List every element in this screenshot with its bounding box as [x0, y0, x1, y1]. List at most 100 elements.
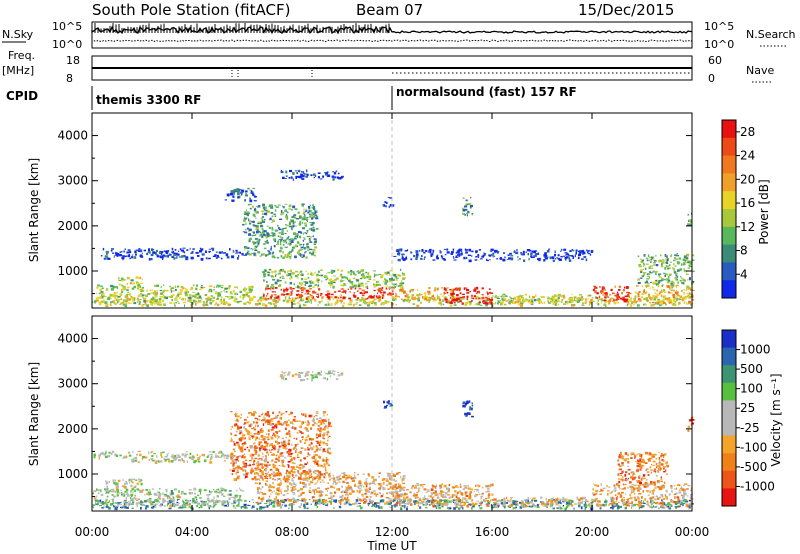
power-cell	[460, 253, 463, 256]
power-cell	[392, 273, 394, 276]
power-cell	[672, 299, 676, 302]
power-cell	[266, 253, 269, 256]
power-cell	[432, 300, 436, 302]
power-cell	[462, 197, 465, 199]
power-cell	[680, 275, 682, 278]
power-cell	[382, 294, 384, 296]
power-cell	[118, 283, 121, 286]
velocity-cell	[159, 488, 161, 490]
power-cell	[152, 297, 155, 300]
velocity-cell	[546, 503, 550, 505]
velocity-cell	[213, 489, 215, 491]
power-cell	[427, 250, 429, 253]
velocity-cell	[419, 506, 421, 509]
power-cell	[376, 296, 378, 299]
power-cell	[669, 273, 672, 276]
velocity-cell	[298, 499, 302, 502]
power-cell	[676, 284, 679, 286]
velocity-cell	[363, 497, 367, 501]
velocity-cell	[536, 506, 540, 508]
power-cell	[391, 278, 395, 281]
power-cell	[113, 299, 115, 302]
velocity-cell	[642, 502, 646, 504]
power-cell	[189, 300, 191, 303]
power-cell	[550, 300, 552, 303]
power-cell	[686, 302, 688, 305]
velocity-cell	[196, 458, 200, 461]
power-cell	[178, 256, 182, 258]
power-cell	[412, 298, 416, 301]
power-cell	[195, 297, 198, 299]
power-cell	[682, 258, 686, 262]
power-cell	[352, 277, 356, 279]
power-cell	[671, 302, 673, 305]
velocity-cell	[462, 497, 466, 499]
velocity-cell	[397, 472, 401, 474]
power-cell	[604, 300, 608, 303]
power-cell	[640, 296, 643, 298]
velocity-cell	[301, 498, 304, 500]
velocity-cell	[125, 487, 127, 490]
power-cell	[246, 217, 248, 219]
velocity-cell	[111, 488, 115, 490]
velocity-cell	[395, 503, 398, 506]
power-cell	[642, 268, 644, 270]
velocity-cell	[378, 506, 381, 509]
power-cell	[270, 275, 274, 278]
velocity-cell	[334, 492, 337, 495]
power-cell	[266, 285, 269, 287]
power-cell	[281, 275, 285, 278]
power-cell	[284, 270, 286, 274]
power-cell	[121, 279, 123, 282]
power-cell	[332, 281, 336, 283]
power-cell	[325, 275, 328, 278]
power-cell	[153, 249, 155, 251]
power-cell	[166, 250, 169, 253]
power-cell	[497, 300, 500, 303]
velocity-cell	[138, 480, 141, 483]
power-cell	[286, 293, 289, 296]
velocity-cell	[322, 500, 324, 503]
power-cell	[436, 255, 438, 259]
velocity-cell	[414, 496, 417, 499]
power-cell	[142, 296, 144, 299]
power-cell	[182, 287, 185, 290]
power-cell	[643, 272, 646, 275]
power-cell	[151, 300, 155, 303]
power-cell	[309, 251, 312, 255]
power-cell	[312, 251, 314, 254]
velocity-cell	[150, 458, 153, 461]
power-cell	[508, 302, 511, 304]
velocity-cell	[615, 503, 619, 506]
velocity-cell	[294, 474, 298, 477]
power-cell	[116, 287, 119, 290]
power-colorbar-segment	[722, 137, 736, 157]
power-cell	[535, 253, 538, 256]
power-cell	[236, 293, 238, 296]
power-cell	[291, 272, 295, 275]
power-cell	[109, 303, 112, 306]
power-cell	[173, 257, 176, 260]
power-cell	[652, 294, 656, 298]
power-cell	[395, 276, 398, 279]
power-cell	[630, 297, 632, 301]
velocity-cell	[105, 488, 109, 491]
power-cell	[670, 255, 672, 258]
power-cell	[296, 297, 300, 299]
velocity-cell	[172, 499, 175, 502]
power-cell	[206, 298, 210, 301]
power-cell	[313, 217, 315, 219]
power-cell	[254, 247, 257, 250]
power-cell	[296, 245, 298, 248]
velocity-cell	[222, 500, 226, 503]
power-cell	[311, 212, 314, 215]
velocity-cell	[204, 501, 207, 504]
power-cell	[458, 290, 461, 292]
power-cell	[331, 175, 335, 178]
power-cell	[538, 299, 541, 301]
velocity-cell	[247, 504, 251, 506]
power-cell	[195, 284, 199, 287]
velocity-cell	[191, 507, 194, 510]
power-cell	[630, 300, 632, 302]
power-cell	[95, 292, 97, 295]
